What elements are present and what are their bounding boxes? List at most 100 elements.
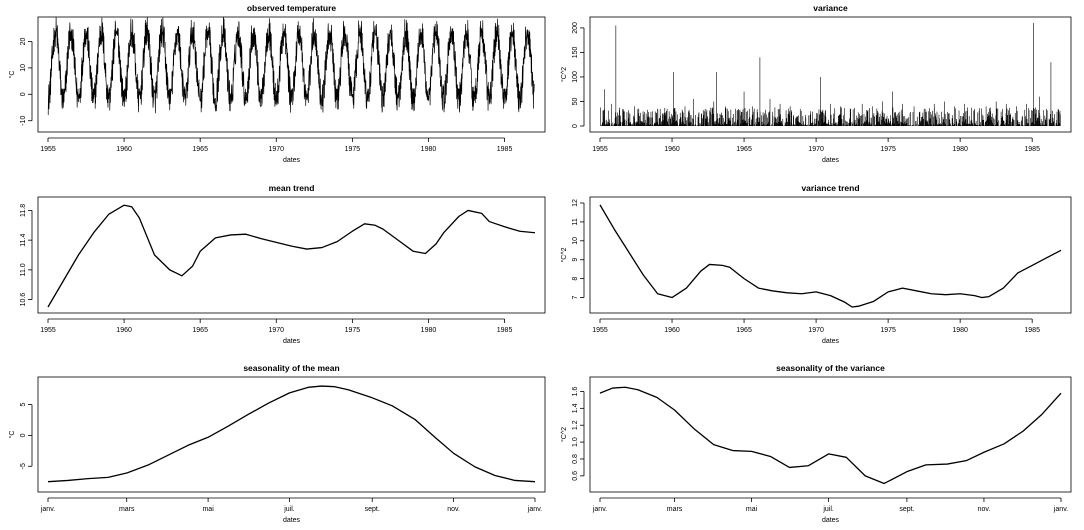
- panel-3-y-tick-label: 11.0: [20, 263, 27, 276]
- panel-2-x-tick-label: 1955: [592, 146, 608, 153]
- panel-3-y-tick-label: 11.4: [20, 233, 27, 246]
- panel-4-x-axis-label: dates: [822, 338, 840, 345]
- panel-3-title: mean trend: [269, 183, 315, 193]
- panel-5-series-line-1: [47, 385, 536, 483]
- panel-1-plot-frame: [37, 16, 546, 133]
- panel-5-y-axis-label: °C: [8, 431, 16, 439]
- panel-6-title: seasonality of the variance: [776, 363, 885, 373]
- panel-6-x-tick-label: mai: [746, 506, 758, 513]
- panel-1-x-tick-label: 1955: [40, 146, 56, 153]
- panel-3-y-tick-label: 11.8: [20, 204, 27, 217]
- panel-2-x-tick-label: 1960: [664, 146, 680, 153]
- panel-4-y-axis-label: °C^2: [560, 247, 568, 262]
- panel-1-x-tick-label: 1965: [192, 146, 208, 153]
- panel-6-y-tick-label: 0.6: [572, 471, 579, 481]
- panel-4-x-tick-label: 1960: [664, 327, 680, 334]
- panel-1-y-tick-label: 0: [20, 92, 27, 96]
- panel-1-x-tick-label: 1980: [421, 146, 437, 153]
- panel-6-x-tick-label: janv.: [592, 506, 607, 513]
- panel-3-x-tick-label: 1975: [345, 327, 361, 334]
- panel-2-y-tick-label: 150: [572, 46, 579, 58]
- panel-1-x-tick-label: 1975: [345, 146, 361, 153]
- panel-6-y-axis-label: °C^2: [560, 427, 568, 442]
- panel-1-series-line-1: [47, 17, 535, 116]
- panel-6-x-axis-label: dates: [822, 517, 840, 524]
- panel-2-x-tick-label: 1975: [880, 146, 896, 153]
- panel-6-y-tick-label: 1.0: [572, 437, 579, 447]
- panel-2-title: variance: [813, 3, 848, 13]
- panel-1-y-tick-label: 20: [20, 37, 27, 45]
- panel-4-x-tick-label: 1965: [736, 327, 752, 334]
- panel-4-y-tick-label: 12: [572, 199, 579, 207]
- panel-2-y-tick-label: 200: [572, 22, 579, 34]
- panel-2-variance: variance 1955 1960 1965 1970 1975 1980 1985 date…: [560, 3, 1072, 164]
- panel-2-x-axis-label: dates: [822, 157, 840, 164]
- panel-3-mean-trend: mean trend 1955 1960 1965 1970 1975 1980 1985 da…: [20, 183, 546, 345]
- panel-5-x-tick-label: janv.: [40, 506, 55, 513]
- panel-1-y-axis-label: °C: [8, 71, 16, 79]
- panel-6-x-tick-label: janv.: [1053, 506, 1068, 513]
- panel-2-series-line-1: [600, 23, 1061, 126]
- panel-6-x-tick-label: sept.: [899, 506, 914, 513]
- panel-3-x-tick-label: 1965: [192, 327, 208, 334]
- panel-3-x-tick-label: 1985: [497, 327, 513, 334]
- panel-1-y-tick-label: -10: [20, 116, 27, 126]
- panel-4-x-tick-label: 1985: [1024, 327, 1040, 334]
- panel-5-x-tick-label: sept.: [365, 506, 380, 513]
- panel-6-seasonality-of-the-variance: seasonality of the variance janv. mars mai j…: [560, 363, 1072, 524]
- panel-2-x-tick-label: 1965: [736, 146, 752, 153]
- panel-6-y-tick-label: 0.8: [572, 454, 579, 464]
- panel-1-x-tick-label: 1970: [268, 146, 284, 153]
- panel-4-y-tick-label: 9: [572, 258, 579, 262]
- panel-4-y-tick-label: 8: [572, 277, 579, 281]
- panel-4-y-tick-label: 7: [572, 295, 579, 299]
- panel-4-x-tick-label: 1955: [592, 327, 608, 334]
- panel-1-title: observed temperature: [247, 3, 337, 13]
- panel-4-y-tick-label: 10: [572, 237, 579, 245]
- panel-2-y-tick-label: 50: [572, 97, 579, 105]
- panel-4-variance-trend: variance trend 1955 1960 1965 1970 1975 1980 19…: [560, 183, 1072, 345]
- panel-5-x-tick-label: mai: [202, 506, 214, 513]
- panel-6-plot-frame: [589, 376, 1072, 493]
- panel-6-x-tick-label: nov.: [978, 506, 991, 513]
- panel-3-x-tick-label: 1970: [268, 327, 284, 334]
- panel-1-x-axis-label: dates: [283, 157, 301, 164]
- panel-3-x-axis-label: dates: [283, 338, 301, 345]
- panel-5-title: seasonality of the mean: [243, 363, 339, 373]
- panel-2-plot-frame: [589, 16, 1072, 133]
- panel-6-x-tick-label: juil.: [822, 506, 834, 513]
- panel-4-x-tick-label: 1975: [880, 327, 896, 334]
- panel-1-x-tick-label: 1985: [497, 146, 513, 153]
- panel-3-x-tick-label: 1955: [40, 327, 56, 334]
- panel-3-series-line-1: [47, 204, 536, 308]
- panel-5-y-tick-label: 5: [20, 403, 27, 407]
- panel-5-x-tick-label: janv.: [527, 506, 542, 513]
- panel-4-x-tick-label: 1980: [952, 327, 968, 334]
- panel-5-x-tick-label: juil.: [283, 506, 295, 513]
- panel-4-series-line-1: [599, 204, 1062, 308]
- panel-2-x-tick-label: 1980: [952, 146, 968, 153]
- panel-4-x-tick-label: 1970: [808, 327, 824, 334]
- panel-2-x-tick-label: 1970: [808, 146, 824, 153]
- panel-5-y-tick-label: -5: [20, 463, 27, 469]
- panel-5-x-tick-label: nov.: [447, 506, 460, 513]
- panel-5-seasonality-of-the-mean: seasonality of the mean janv. mars mai juil.…: [8, 363, 546, 524]
- panel-3-x-tick-label: 1960: [116, 327, 132, 334]
- panel-2-x-tick-label: 1985: [1024, 146, 1040, 153]
- panel-1-x-tick-label: 1960: [116, 146, 132, 153]
- panel-6-series-line-1: [599, 386, 1062, 485]
- panel-6-y-tick-label: 1.4: [572, 403, 579, 413]
- panel-5-plot-frame: [37, 376, 546, 493]
- panel-3-x-tick-label: 1980: [421, 327, 437, 334]
- panel-1-y-tick-label: 10: [20, 64, 27, 72]
- panel-4-y-tick-label: 11: [572, 218, 579, 225]
- panel-6-y-tick-label: 1.6: [572, 386, 579, 396]
- panel-6-y-tick-label: 1.2: [572, 420, 579, 430]
- panel-1-observed-temperature: observed temperature 1955 1960 1965 1970 1975…: [8, 3, 546, 164]
- panel-4-plot-frame: [589, 196, 1072, 314]
- panel-2-y-tick-label: 0: [572, 124, 579, 128]
- panel-4-title: variance trend: [801, 183, 859, 193]
- panel-5-x-tick-label: mars: [119, 506, 135, 513]
- panel-2-y-tick-label: 100: [572, 71, 579, 83]
